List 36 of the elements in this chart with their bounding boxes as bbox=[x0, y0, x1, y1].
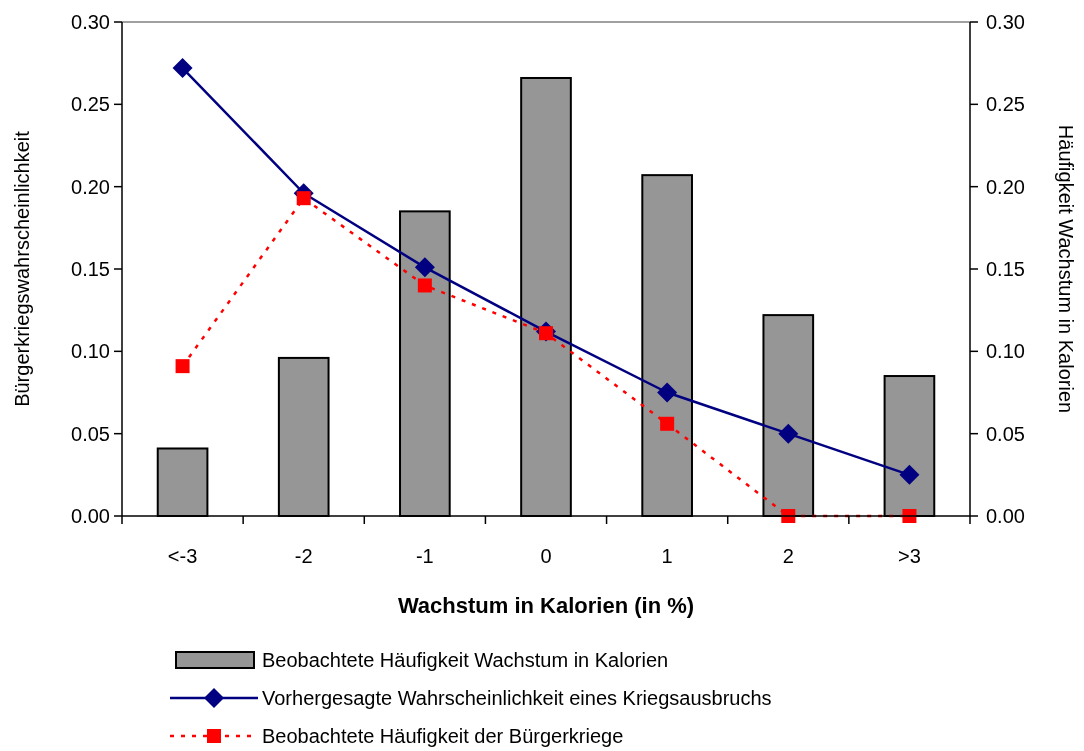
point bbox=[778, 423, 799, 444]
legend-label: Beobachtete Häufigkeit der Bürgerkriege bbox=[262, 725, 624, 747]
x-tick-label: -1 bbox=[415, 545, 434, 567]
point bbox=[660, 416, 675, 431]
y-axis-title: Bürgerkriegswahrscheinlichkeit bbox=[11, 130, 33, 407]
y-tick-label: 0.25 bbox=[71, 93, 110, 116]
point bbox=[172, 58, 193, 79]
y-tick-label: 0.10 bbox=[71, 340, 110, 363]
x-tick-label: 0 bbox=[540, 545, 552, 567]
x-tick-label: 1 bbox=[661, 545, 673, 567]
y-tick-label: 0.30 bbox=[71, 11, 110, 33]
point bbox=[657, 382, 678, 403]
x-tick-label: >3 bbox=[898, 545, 921, 567]
y2-tick-label: 0.25 bbox=[986, 93, 1025, 116]
y-tick-label: 0.15 bbox=[71, 258, 110, 280]
point bbox=[899, 464, 920, 485]
point bbox=[296, 191, 311, 206]
y2-axis-title: Häufigkeit Wachstum in Kalorien bbox=[1055, 124, 1077, 414]
point bbox=[417, 278, 432, 293]
x-tick-label: 2 bbox=[782, 545, 794, 567]
y2-tick-label: 0.00 bbox=[986, 505, 1025, 527]
y2-tick-label: 0.10 bbox=[986, 340, 1025, 363]
x-tick-label: -2 bbox=[294, 545, 313, 567]
y2-tick-label: 0.20 bbox=[986, 175, 1025, 198]
legend-label: Vorhergesagte Wahrscheinlichkeit eines Kriegsausbruchs bbox=[262, 687, 772, 709]
y2-tick-label: 0.05 bbox=[986, 422, 1025, 445]
point bbox=[414, 257, 435, 278]
point bbox=[175, 359, 190, 374]
x-tick-label: <-3 bbox=[167, 545, 198, 567]
y-tick-label: 0.00 bbox=[71, 505, 110, 527]
y2-tick-label: 0.30 bbox=[986, 11, 1025, 33]
y2-tick-label: 0.15 bbox=[986, 258, 1025, 280]
y-tick-label: 0.05 bbox=[71, 422, 110, 445]
legend-label: Beobachtete Häufigkeit Wachstum in Kalorien bbox=[262, 649, 669, 671]
x-axis-title: Wachstum in Kalorien (in %) bbox=[397, 592, 695, 618]
y-tick-label: 0.20 bbox=[71, 175, 110, 198]
